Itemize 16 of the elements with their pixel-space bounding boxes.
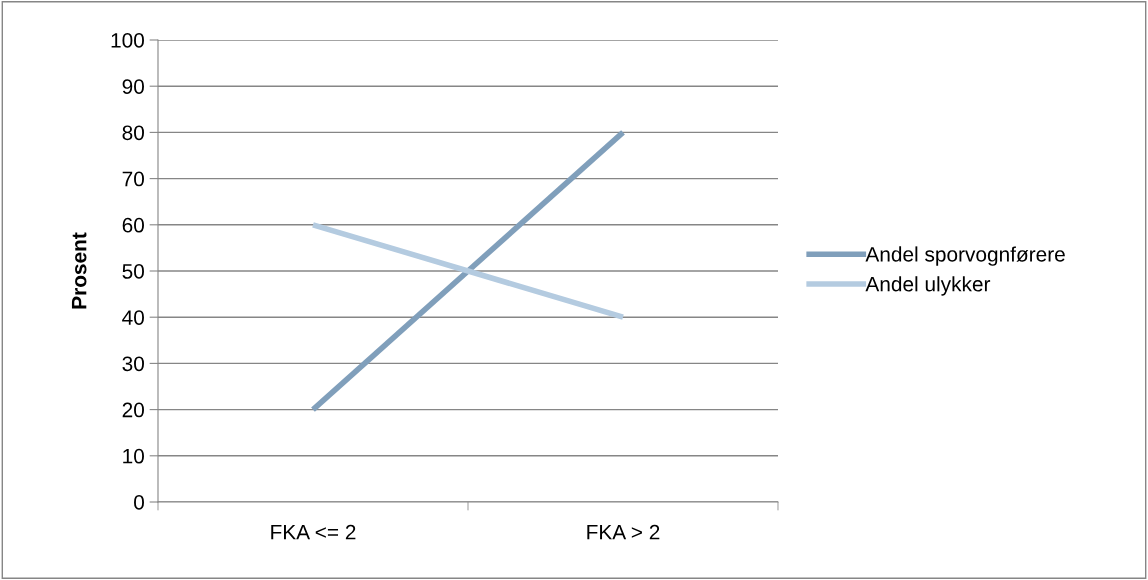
y-tick-label: 70 [122,171,144,187]
legend-label: Andel ulykker [865,276,991,296]
y-tick-label: 50 [122,264,144,279]
x-tick-label: FKA <= 2 [271,524,356,540]
legend-label: Andel sporvognførere [865,246,1065,266]
y-tick-label: 30 [122,356,144,372]
y-tick-label: 20 [122,402,144,418]
x-tick-label: FKA > 2 [587,524,660,540]
y-axis-title: Prosent [71,232,87,309]
y-tick-label: 10 [123,448,144,464]
y-tick-label: 0 [134,495,144,510]
y-tick-label: 60 [122,217,144,233]
y-tick-label: 40 [122,310,144,325]
y-tick-label: 80 [122,125,144,141]
y-tick-label: 100 [111,33,144,48]
y-tick-label: 90 [122,79,144,94]
